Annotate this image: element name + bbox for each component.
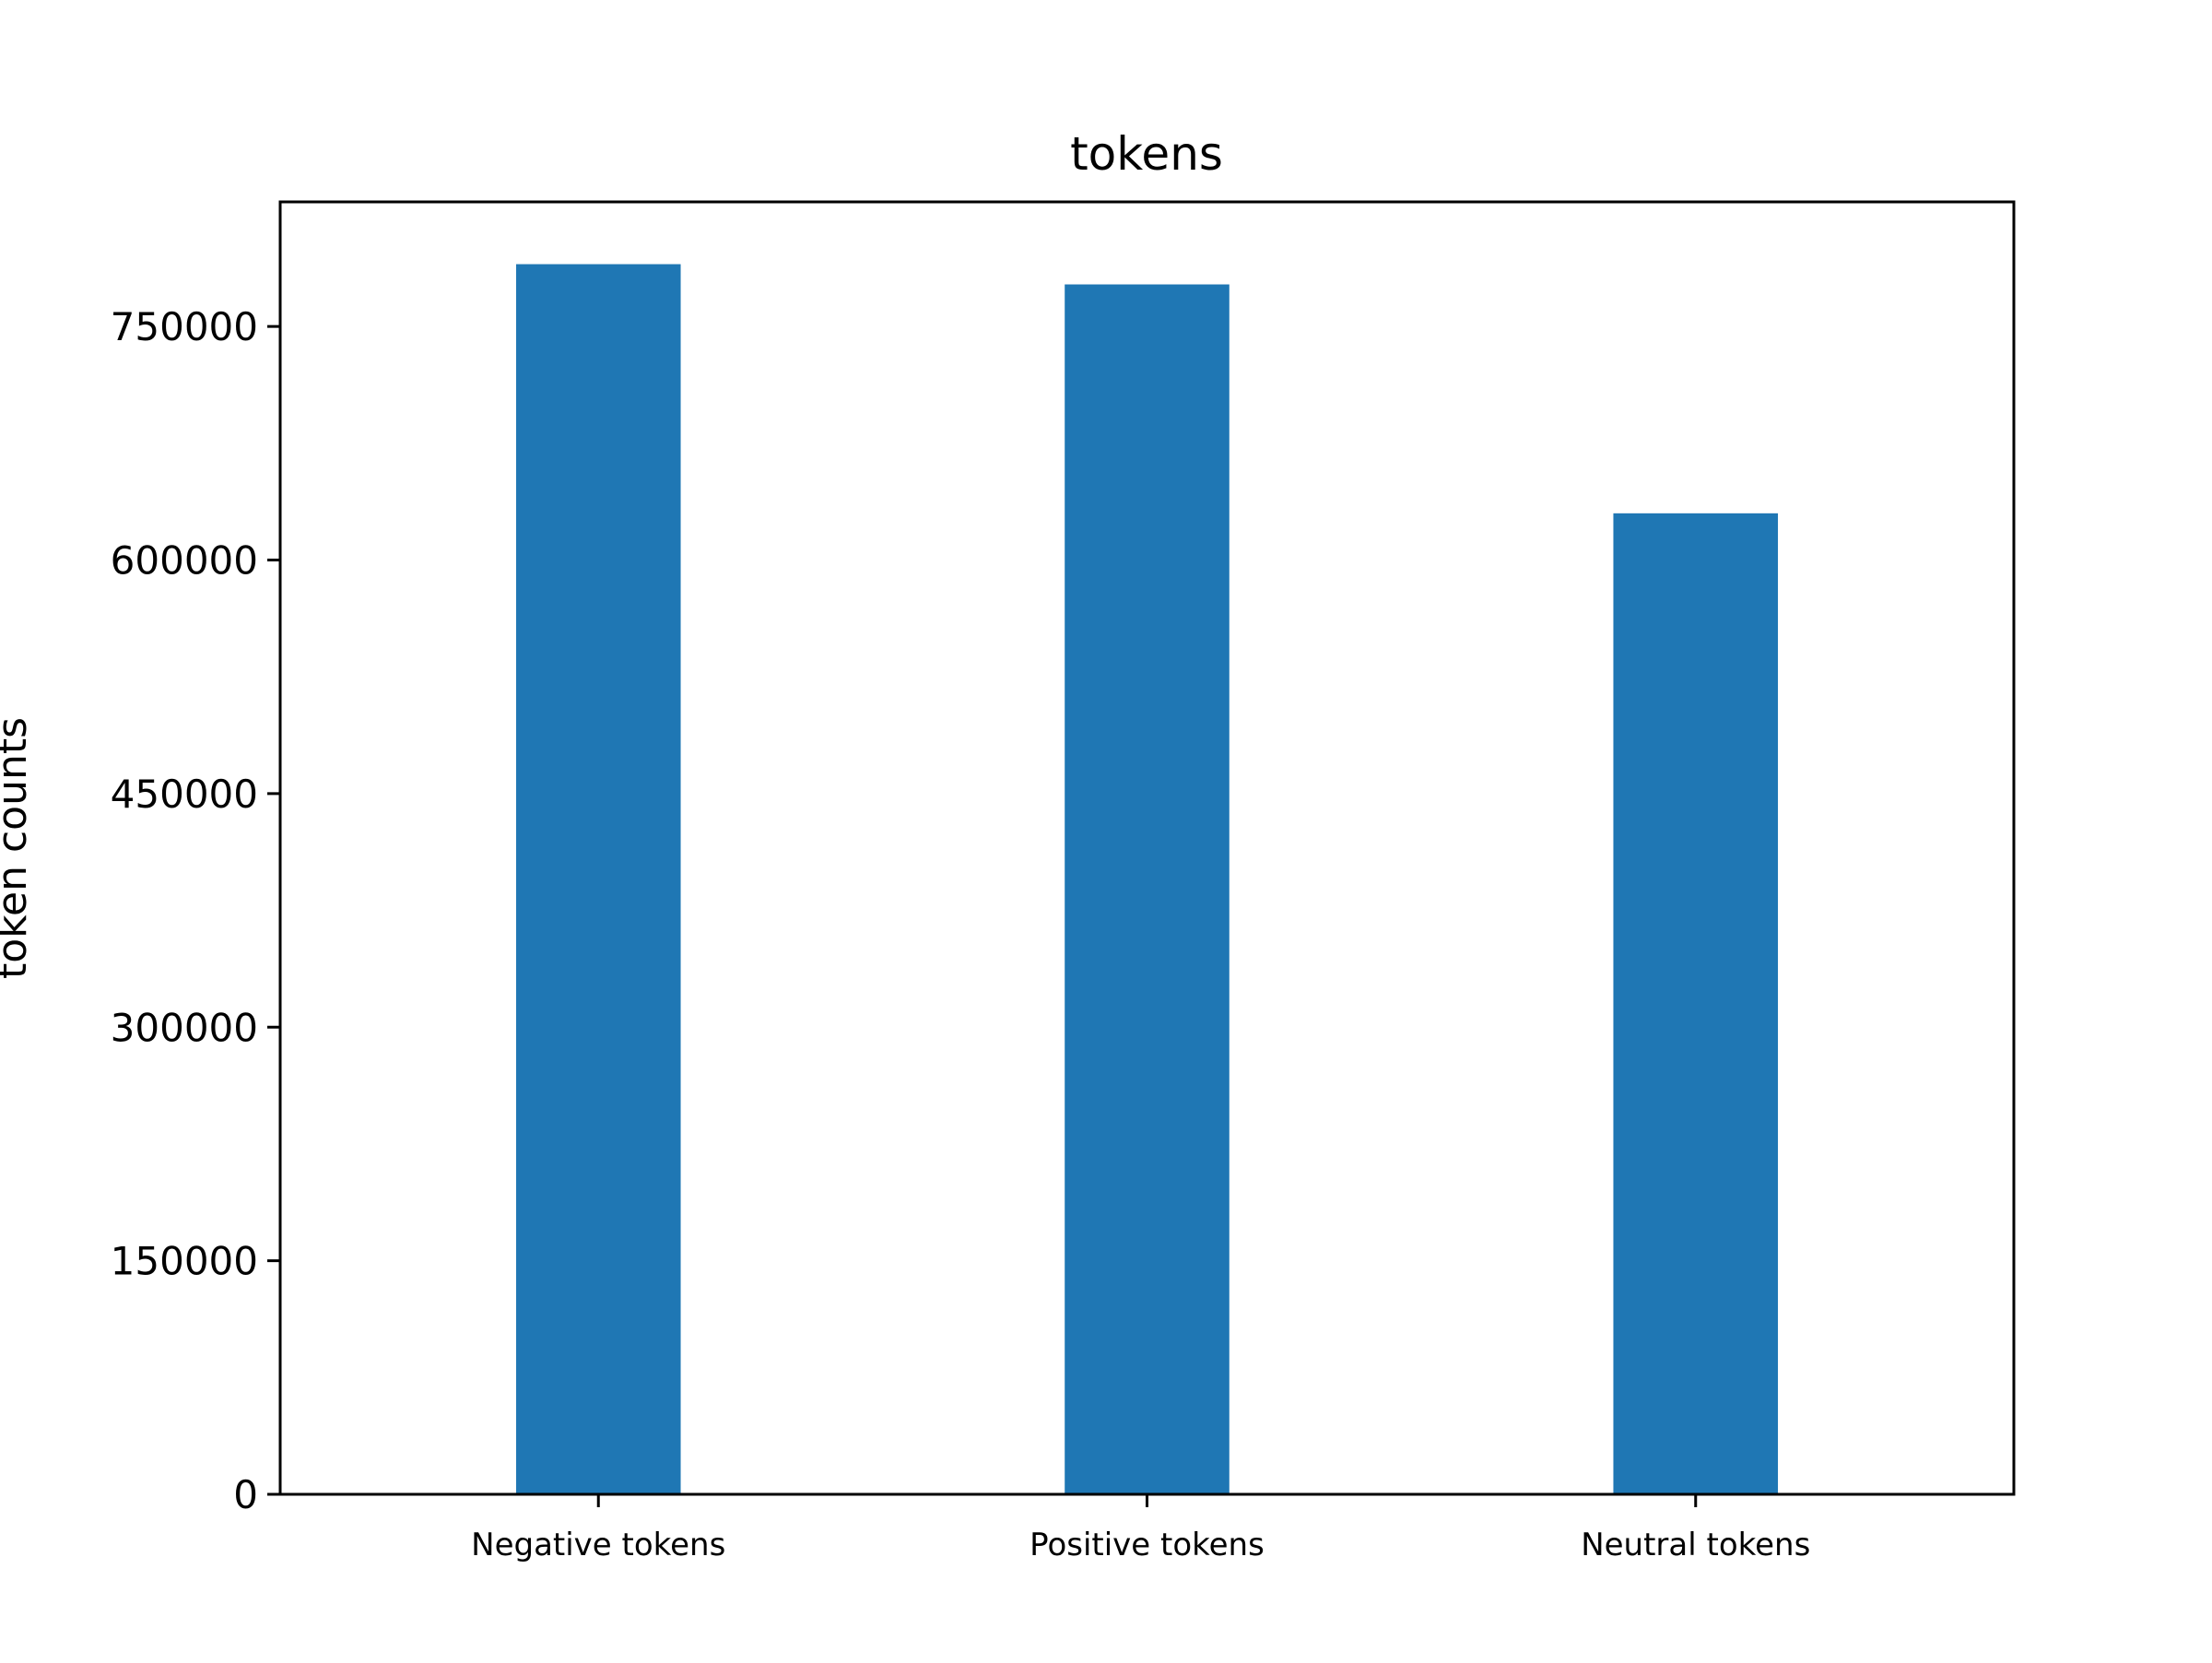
x-axis-ticks: Negative tokens Positive tokens Neutral to… (471, 1494, 1810, 1563)
y-tick-label: 300000 (111, 1005, 258, 1050)
x-tick-label: Neutral tokens (1581, 1527, 1810, 1563)
chart-title: tokens (1070, 127, 1223, 181)
y-tick-label: 750000 (111, 304, 258, 349)
y-tick-label: 450000 (111, 772, 258, 817)
x-tick-label: Negative tokens (471, 1527, 725, 1563)
y-tick-label: 600000 (111, 538, 258, 584)
y-axis-ticks: 0 150000 300000 450000 600000 750000 (111, 304, 280, 1517)
y-axis-label: token counts (0, 717, 36, 979)
y-tick-label: 150000 (111, 1239, 258, 1284)
x-tick-label: Positive tokens (1030, 1527, 1265, 1563)
bar-positive-tokens (1065, 284, 1230, 1495)
y-tick-label: 0 (233, 1472, 258, 1517)
plot-frame (278, 200, 2016, 1496)
bar-negative-tokens (515, 264, 681, 1494)
bar-neutral-tokens (1613, 513, 1779, 1494)
bars-layer (515, 264, 1779, 1495)
